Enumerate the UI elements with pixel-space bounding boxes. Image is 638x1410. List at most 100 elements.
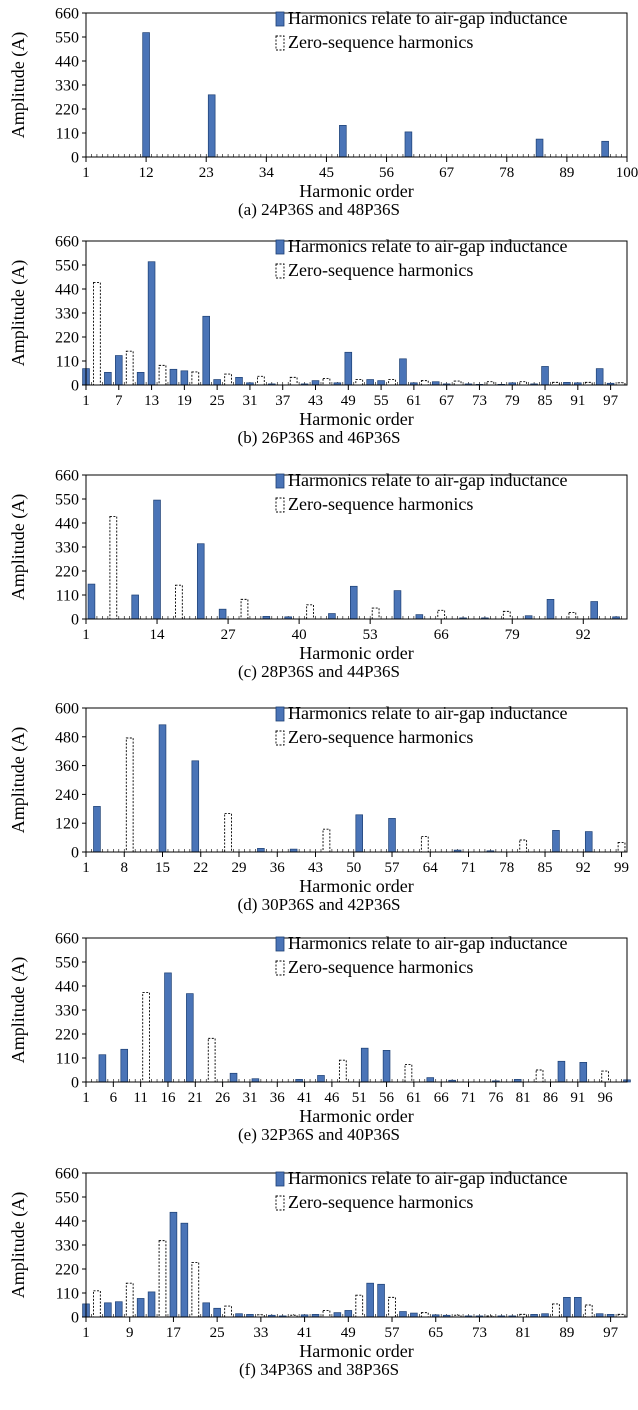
x-tick-label: 23 <box>199 165 214 181</box>
y-tick-label: 660 <box>55 931 79 948</box>
x-tick-label: 91 <box>570 393 585 409</box>
y-axis-label: Amplitude (A) <box>8 32 29 138</box>
legend-label-zero-sequence: Zero-sequence harmonics <box>288 260 473 280</box>
zero-sequence-bar <box>207 1037 216 1083</box>
harmonic-bar <box>333 1312 342 1318</box>
x-tick-label: 1 <box>82 860 90 876</box>
chart-panel-a: 0 110 220 330 440 550 660 1 12 23 34 45 56 67 78 89 100 H… <box>0 0 638 228</box>
y-tick-label: 330 <box>55 1238 79 1255</box>
x-tick-label: 99 <box>614 860 629 876</box>
harmonic-bar <box>574 1297 582 1318</box>
harmonic-bar <box>366 379 374 386</box>
harmonic-bar <box>404 131 413 158</box>
y-tick-label: 220 <box>55 330 79 347</box>
y-tick-label: 440 <box>55 54 79 71</box>
harmonic-bar <box>229 1072 238 1083</box>
legend-swatch-zero-sequence <box>275 263 285 279</box>
x-tick-label: 57 <box>385 860 401 876</box>
y-tick-label: 660 <box>55 234 79 251</box>
x-tick-label: 66 <box>434 1090 450 1106</box>
harmonic-bar <box>355 814 363 853</box>
harmonic-bar <box>93 806 101 853</box>
y-tick-label: 330 <box>55 540 79 557</box>
x-tick-label: 34 <box>259 165 275 181</box>
y-axis-label: Amplitude (A) <box>8 494 29 600</box>
harmonic-bar <box>115 355 123 386</box>
legend-label-zero-sequence: Zero-sequence harmonics <box>288 494 473 514</box>
x-axis-label: Harmonic order <box>299 1106 413 1126</box>
legend-swatch-zero-sequence <box>275 35 285 51</box>
x-tick-label: 9 <box>126 1325 134 1341</box>
y-tick-label: 220 <box>55 102 79 119</box>
zero-sequence-bar <box>322 1310 331 1318</box>
legend-swatch-zero-sequence <box>275 960 285 976</box>
x-axis-label: Harmonic order <box>299 643 413 663</box>
x-tick-label: 89 <box>559 165 574 181</box>
zero-sequence-bar <box>388 379 396 386</box>
y-tick-label: 0 <box>71 150 79 167</box>
x-tick-label: 61 <box>406 1090 421 1106</box>
x-tick-label: 12 <box>139 165 154 181</box>
harmonic-bar <box>115 1301 123 1318</box>
x-tick-label: 67 <box>439 393 455 409</box>
y-tick-label: 360 <box>55 758 79 775</box>
x-tick-label: 45 <box>319 165 334 181</box>
y-tick-label: 0 <box>71 612 79 629</box>
harmonic-bar <box>328 613 336 620</box>
harmonic-bar <box>202 1302 210 1318</box>
harmonic-bar <box>153 499 161 620</box>
zero-sequence-bar <box>584 381 593 386</box>
harmonic-bar <box>426 1077 435 1083</box>
y-tick-label: 110 <box>56 1286 79 1303</box>
zero-sequence-bar <box>584 1304 593 1318</box>
zero-sequence-bar <box>306 604 314 620</box>
zero-sequence-bar <box>453 380 462 386</box>
x-tick-label: 73 <box>472 393 487 409</box>
harmonic-bar <box>202 315 210 386</box>
zero-sequence-bar <box>224 813 232 853</box>
legend-swatch-zero-sequence <box>275 497 285 513</box>
x-tick-label: 97 <box>603 1325 619 1341</box>
zero-sequence-bar <box>191 371 200 386</box>
legend-swatch-harmonic <box>275 473 285 489</box>
zero-sequence-bar <box>519 839 528 853</box>
y-tick-label: 660 <box>55 468 79 485</box>
zero-sequence-bar <box>437 609 446 620</box>
harmonic-bar <box>579 1062 588 1083</box>
x-tick-label: 67 <box>439 165 455 181</box>
harmonic-bar <box>399 358 407 386</box>
chart-panel-e: 0 110 220 330 440 550 660 1 6 11 16 21 26 31 36 41 46 51 5… <box>0 925 638 1153</box>
x-tick-label: 51 <box>352 1090 367 1106</box>
x-tick-label: 27 <box>221 627 237 643</box>
x-tick-label: 79 <box>505 393 520 409</box>
chart-panel-b: 0 110 220 330 440 550 660 1 7 13 19 25 31 37 43 49 55 61 6… <box>0 228 638 456</box>
x-tick-label: 16 <box>160 1090 176 1106</box>
zero-sequence-bar <box>404 1064 413 1083</box>
y-tick-label: 110 <box>56 588 79 605</box>
zero-sequence-bar <box>552 381 560 386</box>
zero-sequence-bar <box>142 992 150 1083</box>
x-tick-label: 43 <box>308 393 323 409</box>
y-tick-label: 330 <box>55 306 79 323</box>
y-tick-label: 110 <box>56 354 79 371</box>
x-tick-label: 96 <box>598 1090 614 1106</box>
x-tick-label: 41 <box>297 1325 312 1341</box>
legend-swatch-zero-sequence <box>275 1195 285 1211</box>
zero-sequence-bar <box>552 1303 560 1318</box>
zero-sequence-bar <box>617 841 626 853</box>
zero-sequence-bar <box>355 379 364 386</box>
x-tick-label: 78 <box>499 165 514 181</box>
x-tick-label: 97 <box>603 393 619 409</box>
x-tick-label: 46 <box>324 1090 340 1106</box>
zero-sequence-bar <box>289 376 298 386</box>
x-tick-label: 1 <box>82 393 90 409</box>
harmonic-bar <box>120 1048 129 1083</box>
x-tick-label: 85 <box>538 860 553 876</box>
plot-frame <box>85 937 628 1083</box>
legend-swatch-harmonic <box>275 1171 285 1187</box>
zero-sequence-bar <box>257 375 265 386</box>
x-tick-label: 43 <box>308 860 323 876</box>
x-tick-label: 65 <box>428 1325 443 1341</box>
harmonic-bar <box>257 848 265 853</box>
